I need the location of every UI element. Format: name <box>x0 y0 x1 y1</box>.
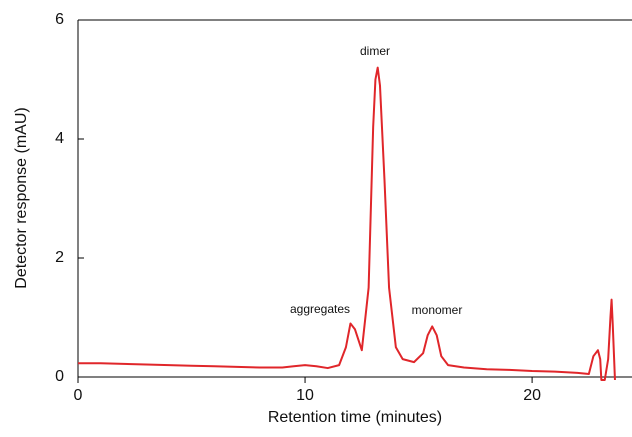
x-axis-label: Retention time (minutes) <box>268 409 442 426</box>
y-tick-label: 6 <box>55 11 64 28</box>
y-tick-label: 0 <box>55 368 64 385</box>
trace <box>78 66 616 381</box>
y-tick-label: 4 <box>55 130 64 147</box>
annotation: monomer <box>412 303 463 317</box>
annotation: aggregates <box>290 302 350 316</box>
y-axis-label: Detector response (mAU) <box>13 107 30 288</box>
x-tick-label: 10 <box>296 387 314 404</box>
annotation: dimer <box>360 44 390 58</box>
x-tick-label: 20 <box>523 387 541 404</box>
x-tick-label: 0 <box>74 387 83 404</box>
y-tick-label: 2 <box>55 249 64 266</box>
